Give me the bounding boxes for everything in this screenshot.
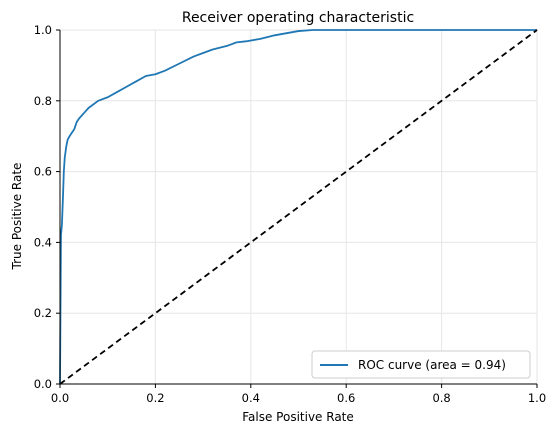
x-tick-label: 0.2: [146, 391, 164, 405]
y-tick-label: 0.2: [34, 306, 52, 320]
y-axis-label: True Positive Rate: [10, 163, 24, 271]
y-tick-label: 0.0: [34, 377, 52, 391]
y-tick-label: 1.0: [34, 23, 52, 37]
x-tick-label: 0.6: [337, 391, 355, 405]
plot-area: [59, 29, 538, 385]
y-tick-label: 0.4: [34, 235, 52, 249]
legend-label-roc: ROC curve (area = 0.94): [358, 358, 506, 372]
x-tick-label: 0.4: [242, 391, 260, 405]
x-tick-label: 1.0: [528, 391, 546, 405]
chart-title: Receiver operating characteristic: [182, 10, 414, 26]
x-tick-label: 0.0: [51, 391, 69, 405]
axes: [59, 30, 537, 385]
y-axis-ticks: 0.0 0.2 0.4 0.6 0.8 1.0: [34, 23, 60, 391]
legend-box: [311, 350, 531, 379]
chance-diagonal-line: [59, 29, 538, 385]
y-tick-label: 0.8: [34, 94, 52, 108]
legend: ROC curve (area = 0.94): [311, 350, 531, 379]
x-axis-ticks: 0.0 0.2 0.4 0.6 0.8 1.0: [51, 384, 546, 405]
y-tick-label: 0.6: [34, 165, 52, 179]
x-axis-label: False Positive Rate: [242, 410, 354, 424]
x-tick-label: 0.8: [432, 391, 450, 405]
roc-curve-line: [59, 29, 537, 385]
